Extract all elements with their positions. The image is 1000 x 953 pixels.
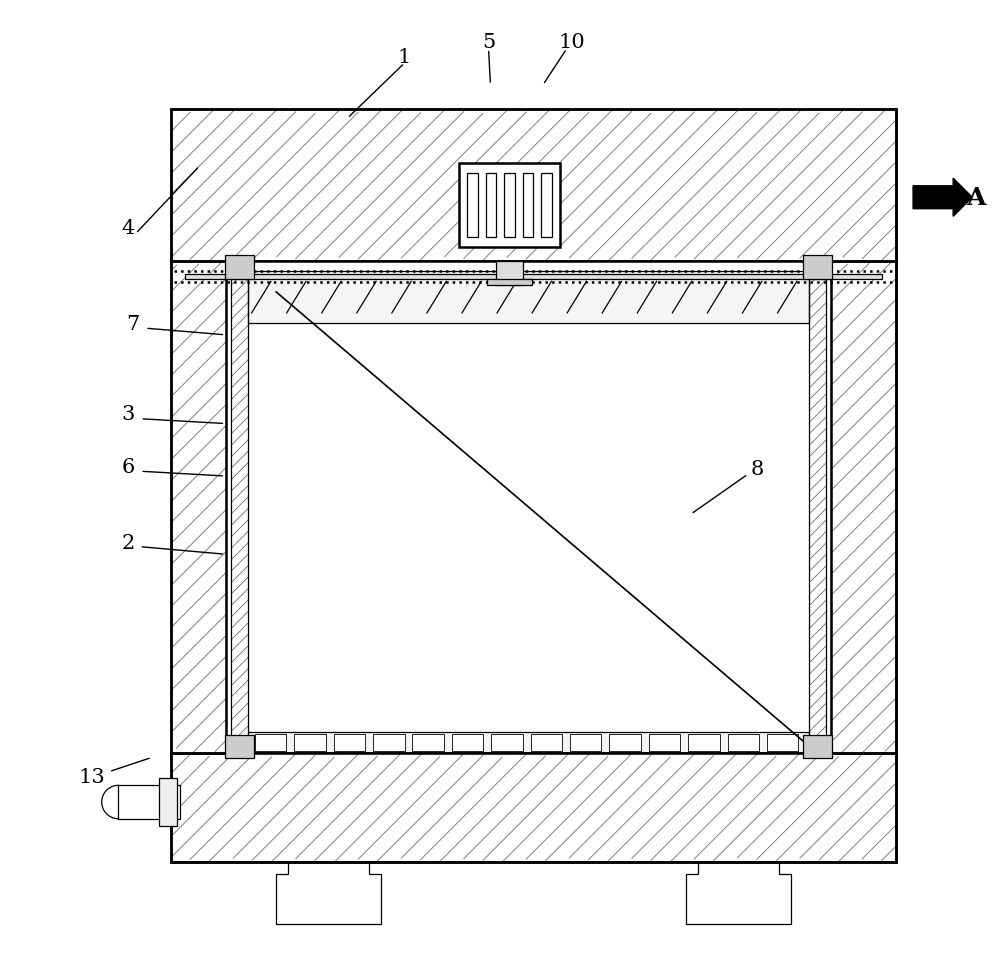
- Bar: [171, 110, 896, 862]
- Text: 10: 10: [558, 33, 585, 52]
- Text: 13: 13: [78, 767, 105, 786]
- Text: 8: 8: [751, 459, 764, 478]
- Bar: [809, 267, 826, 748]
- Bar: [248, 272, 809, 324]
- Bar: [334, 734, 365, 751]
- Bar: [728, 734, 759, 751]
- Bar: [504, 174, 515, 237]
- Bar: [171, 753, 896, 862]
- Bar: [767, 734, 798, 751]
- Bar: [185, 274, 882, 280]
- Text: 1: 1: [398, 48, 411, 67]
- Bar: [171, 110, 896, 262]
- Polygon shape: [686, 862, 791, 924]
- Bar: [523, 174, 533, 237]
- Polygon shape: [276, 862, 381, 924]
- Bar: [649, 734, 680, 751]
- Bar: [487, 279, 532, 286]
- Bar: [831, 262, 896, 753]
- Bar: [225, 735, 254, 759]
- Bar: [255, 734, 286, 751]
- Bar: [570, 734, 601, 751]
- Bar: [609, 734, 641, 751]
- Text: 5: 5: [482, 33, 495, 52]
- Text: 2: 2: [121, 534, 135, 553]
- Text: 6: 6: [121, 457, 135, 476]
- Bar: [459, 164, 560, 248]
- Bar: [118, 785, 180, 819]
- Bar: [225, 255, 254, 279]
- Bar: [491, 734, 523, 751]
- Bar: [803, 255, 832, 279]
- Bar: [171, 262, 226, 753]
- Bar: [412, 734, 444, 751]
- Bar: [294, 734, 326, 751]
- Bar: [486, 174, 496, 237]
- Text: 3: 3: [121, 405, 135, 424]
- Bar: [803, 735, 832, 759]
- Bar: [171, 110, 896, 862]
- Bar: [452, 734, 483, 751]
- Bar: [226, 262, 831, 753]
- Bar: [467, 174, 478, 237]
- Text: A: A: [967, 186, 986, 210]
- Bar: [373, 734, 405, 751]
- Bar: [231, 267, 248, 748]
- FancyArrow shape: [913, 179, 972, 217]
- Text: 7: 7: [126, 314, 139, 334]
- Bar: [159, 778, 177, 826]
- Bar: [531, 734, 562, 751]
- Bar: [688, 734, 720, 751]
- Bar: [541, 174, 552, 237]
- Text: 4: 4: [121, 219, 135, 238]
- Bar: [496, 262, 523, 286]
- Bar: [248, 732, 809, 753]
